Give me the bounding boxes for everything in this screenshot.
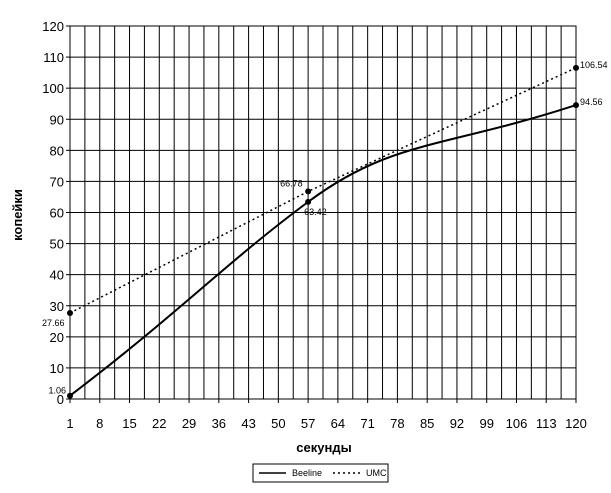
data-label-beeline: 63.42 [304, 207, 327, 217]
y-tick-label: 100 [42, 81, 64, 96]
legend-label-beeline: Beeline [292, 468, 322, 478]
data-label-beeline: 94.56 [580, 97, 603, 107]
y-tick-label: 110 [43, 50, 64, 65]
x-tick-label: 106 [506, 416, 528, 431]
data-labels: 1.06 63.42 94.56 27.66 66.78 106.54 [42, 60, 608, 396]
y-tick-label: 60 [50, 206, 64, 221]
x-tick-label: 15 [122, 416, 136, 431]
point-umc [305, 188, 312, 195]
point-beeline [67, 392, 73, 399]
x-tick-label: 8 [96, 416, 103, 431]
point-umc [67, 310, 73, 317]
data-label-beeline: 1.06 [48, 386, 66, 396]
legend-box [252, 463, 389, 483]
x-tick-label: 64 [331, 416, 345, 431]
point-beeline [573, 102, 579, 109]
point-umc [573, 64, 579, 71]
x-tick-label: 57 [301, 416, 315, 431]
x-axis-title: секунды [296, 440, 351, 455]
y-tick-label: 90 [50, 112, 64, 127]
y-tick-label: 70 [50, 174, 64, 189]
data-label-umc: 106.54 [580, 60, 608, 70]
y-axis-title: копейки [10, 189, 25, 241]
x-tick-label: 92 [450, 416, 464, 431]
x-tick-label: 85 [420, 416, 434, 431]
x-tick-label: 1 [66, 416, 73, 431]
x-tick-label: 22 [152, 416, 166, 431]
x-tick-label: 78 [390, 416, 404, 431]
y-tick-label: 120 [42, 19, 64, 34]
x-tick-label: 120 [565, 416, 587, 431]
x-tick-label: 43 [241, 416, 255, 431]
x-axis-ticks: 1 8 15 22 29 36 43 50 57 64 71 78 85 92 99 106 113 120 [66, 399, 587, 431]
point-beeline [305, 198, 312, 205]
x-tick-label: 36 [212, 416, 226, 431]
series-group [67, 64, 579, 399]
legend: Beeline UMC [252, 463, 389, 483]
data-label-umc: 27.66 [42, 318, 65, 328]
x-tick-label: 113 [536, 416, 557, 431]
x-tick-label: 71 [360, 416, 374, 431]
legend-label-umc: UMC [366, 468, 387, 478]
y-tick-label: 20 [50, 330, 64, 345]
y-tick-label: 30 [50, 299, 64, 314]
x-tick-label: 50 [271, 416, 285, 431]
data-label-umc: 66.78 [280, 178, 303, 188]
y-tick-label: 10 [50, 361, 64, 376]
y-axis-ticks: 0 10 20 30 40 50 60 70 80 90 100 110 120 [42, 19, 70, 407]
x-tick-label: 29 [182, 416, 196, 431]
y-tick-label: 40 [50, 268, 64, 283]
x-tick-label: 99 [479, 416, 493, 431]
y-tick-label: 0 [57, 392, 64, 407]
y-tick-label: 50 [50, 237, 64, 252]
y-tick-label: 80 [50, 143, 64, 158]
